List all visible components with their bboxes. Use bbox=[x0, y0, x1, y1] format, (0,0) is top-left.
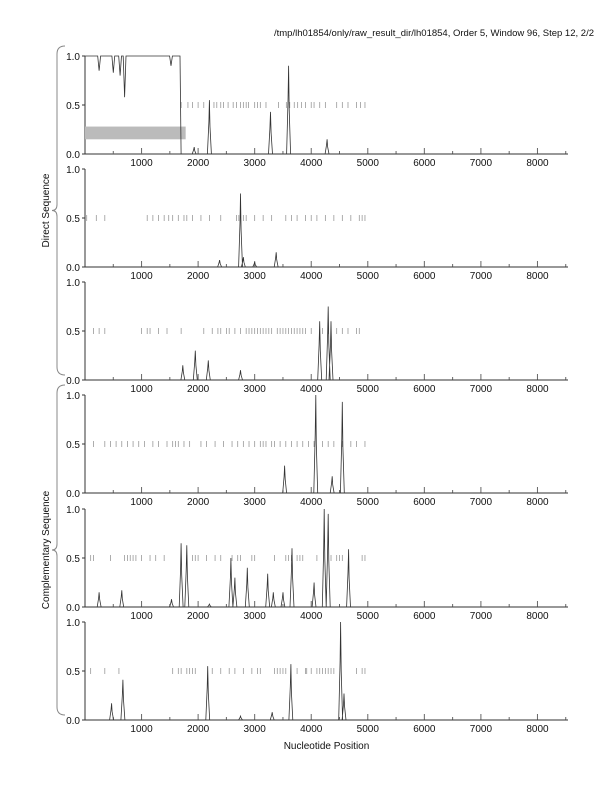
y-tick-label: 1.0 bbox=[66, 618, 80, 629]
x-tick-label: 2000 bbox=[187, 271, 210, 282]
series-line bbox=[85, 306, 568, 381]
x-tick-label: 4000 bbox=[300, 158, 323, 169]
x-tick-label: 6000 bbox=[413, 271, 436, 282]
x-tick-label: 3000 bbox=[244, 384, 267, 395]
y-tick-label: 0.0 bbox=[66, 716, 80, 727]
x-tick-label: 5000 bbox=[357, 724, 380, 735]
x-tick-label: 2000 bbox=[187, 497, 210, 508]
x-tick-label: 7000 bbox=[470, 611, 493, 622]
x-axis-label: Nucleotide Position bbox=[284, 741, 370, 752]
x-tick-label: 8000 bbox=[526, 271, 549, 282]
y-tick-label: 0.0 bbox=[66, 150, 80, 161]
x-tick-label: 6000 bbox=[413, 158, 436, 169]
x-tick-label: 3000 bbox=[244, 497, 267, 508]
series-line bbox=[85, 621, 568, 721]
x-tick-label: 3000 bbox=[244, 271, 267, 282]
x-tick-label: 1000 bbox=[130, 724, 153, 735]
x-tick-label: 1000 bbox=[130, 611, 153, 622]
series-line bbox=[85, 394, 568, 494]
x-tick-label: 2000 bbox=[187, 611, 210, 622]
y-tick-label: 0.5 bbox=[66, 440, 80, 451]
chart-title: /tmp/lh01854/only/raw_result_dir/lh01854… bbox=[273, 28, 594, 39]
y-tick-label: 0.0 bbox=[66, 603, 80, 614]
series-line bbox=[85, 508, 568, 608]
x-tick-label: 2000 bbox=[187, 158, 210, 169]
x-tick-label: 7000 bbox=[470, 158, 493, 169]
x-tick-label: 8000 bbox=[526, 497, 549, 508]
x-tick-label: 1000 bbox=[130, 497, 153, 508]
x-tick-label: 3000 bbox=[244, 611, 267, 622]
x-tick-label: 1000 bbox=[130, 384, 153, 395]
x-tick-label: 4000 bbox=[300, 384, 323, 395]
y-tick-label: 1.0 bbox=[66, 165, 80, 176]
x-tick-label: 1000 bbox=[130, 271, 153, 282]
x-tick-label: 7000 bbox=[470, 497, 493, 508]
y-tick-label: 0.5 bbox=[66, 327, 80, 338]
y-tick-label: 1.0 bbox=[66, 278, 80, 289]
x-tick-label: 2000 bbox=[187, 724, 210, 735]
x-tick-label: 6000 bbox=[413, 724, 436, 735]
x-tick-label: 3000 bbox=[244, 158, 267, 169]
y-tick-label: 1.0 bbox=[66, 52, 80, 63]
y-tick-label: 0.0 bbox=[66, 489, 80, 500]
x-tick-label: 3000 bbox=[244, 724, 267, 735]
x-tick-label: 7000 bbox=[470, 384, 493, 395]
x-tick-label: 4000 bbox=[300, 497, 323, 508]
highlight-region bbox=[85, 126, 186, 140]
y-tick-label: 0.0 bbox=[66, 376, 80, 387]
x-tick-label: 5000 bbox=[357, 271, 380, 282]
y-tick-label: 0.5 bbox=[66, 101, 80, 112]
x-tick-label: 6000 bbox=[413, 611, 436, 622]
x-tick-label: 7000 bbox=[470, 271, 493, 282]
x-tick-label: 6000 bbox=[413, 384, 436, 395]
x-tick-label: 5000 bbox=[357, 497, 380, 508]
x-tick-label: 8000 bbox=[526, 724, 549, 735]
group-label: Complementary Sequence bbox=[41, 490, 52, 609]
group-bracket bbox=[51, 45, 66, 376]
x-tick-label: 5000 bbox=[357, 384, 380, 395]
y-tick-label: 0.5 bbox=[66, 214, 80, 225]
x-tick-label: 8000 bbox=[526, 611, 549, 622]
y-tick-label: 0.0 bbox=[66, 263, 80, 274]
series-line bbox=[85, 55, 568, 155]
y-tick-label: 1.0 bbox=[66, 505, 80, 516]
x-tick-label: 1000 bbox=[130, 158, 153, 169]
x-tick-label: 5000 bbox=[357, 158, 380, 169]
x-tick-label: 4000 bbox=[300, 271, 323, 282]
y-tick-label: 0.5 bbox=[66, 554, 80, 565]
group-label: Direct Sequence bbox=[41, 173, 52, 247]
x-tick-label: 6000 bbox=[413, 497, 436, 508]
y-tick-label: 1.0 bbox=[66, 391, 80, 402]
x-tick-label: 5000 bbox=[357, 611, 380, 622]
x-tick-label: 4000 bbox=[300, 611, 323, 622]
x-tick-label: 7000 bbox=[470, 724, 493, 735]
x-tick-label: 8000 bbox=[526, 384, 549, 395]
group-bracket bbox=[51, 384, 66, 716]
x-tick-label: 2000 bbox=[187, 384, 210, 395]
y-tick-label: 0.5 bbox=[66, 667, 80, 678]
x-tick-label: 4000 bbox=[300, 724, 323, 735]
x-tick-label: 8000 bbox=[526, 158, 549, 169]
series-line bbox=[85, 193, 568, 268]
